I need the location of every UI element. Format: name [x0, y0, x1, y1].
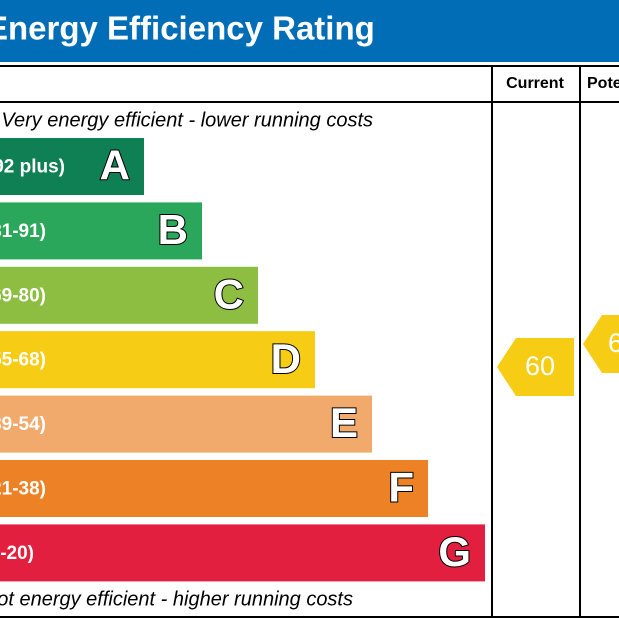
top-note: Very energy efficient - lower running co…	[1, 109, 373, 131]
bands: (92 plus) A (81-91) B (69-80) C (55-68) D (39-54…	[0, 138, 485, 582]
header-title: Energy Efficiency Rating	[0, 10, 375, 47]
current-rating: 60	[525, 351, 555, 381]
band-bar	[0, 202, 202, 260]
band-range: (21-38)	[0, 479, 46, 500]
band-range: (92 plus)	[0, 157, 65, 178]
band-letter: B	[158, 206, 188, 253]
column-header: Potential	[587, 75, 619, 92]
band-range: (1-20)	[0, 543, 34, 564]
band-letter: D	[271, 335, 301, 382]
band-range: (55-68)	[0, 350, 46, 371]
column-header: Current	[506, 75, 564, 92]
header-bar	[0, 0, 619, 62]
band-bar	[0, 266, 258, 324]
band-range: (81-91)	[0, 221, 46, 242]
table-frame	[0, 65, 619, 618]
band-letter: A	[100, 142, 130, 189]
current-arrow	[497, 338, 574, 396]
band-bar	[0, 138, 144, 195]
potential-arrow	[583, 315, 619, 373]
band-bar	[0, 331, 315, 389]
potential-rating: 6	[608, 328, 619, 358]
band-letter: F	[388, 464, 414, 511]
band-bar	[0, 395, 372, 453]
band-letter: G	[438, 528, 471, 575]
band-letter: C	[214, 270, 244, 317]
band-range: (69-80)	[0, 285, 46, 306]
band-bar	[0, 524, 485, 582]
band-range: (39-54)	[0, 414, 46, 435]
band-letter: E	[330, 399, 358, 446]
band-bar	[0, 460, 428, 517]
bottom-note: Not energy efficient - higher running co…	[0, 588, 353, 610]
